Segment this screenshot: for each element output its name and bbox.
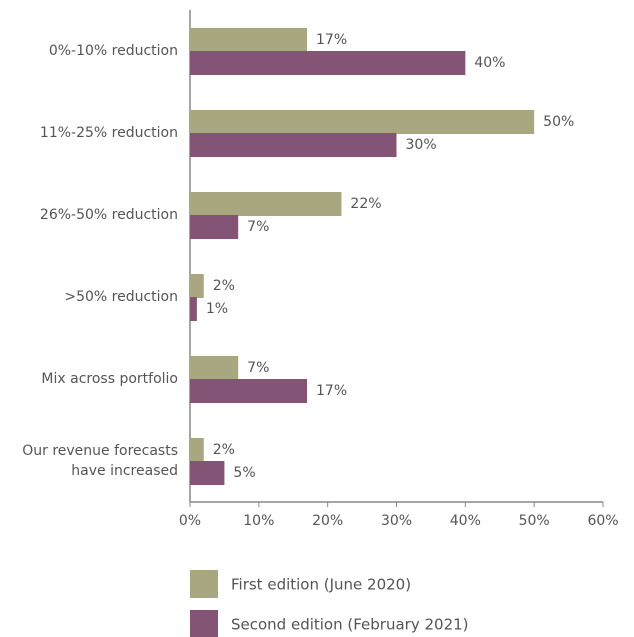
data-label: 1% bbox=[206, 301, 228, 317]
y-tick-label: >50% reduction bbox=[64, 289, 178, 305]
data-label: 2% bbox=[213, 442, 235, 458]
legend-swatch bbox=[190, 570, 218, 598]
legend-swatch bbox=[190, 610, 218, 637]
bar bbox=[190, 192, 342, 216]
bar bbox=[190, 379, 308, 403]
x-tick-label: 30% bbox=[381, 513, 412, 529]
x-tick-label: 10% bbox=[243, 513, 274, 529]
bar bbox=[190, 438, 204, 462]
data-label: 50% bbox=[543, 114, 574, 130]
data-label: 40% bbox=[474, 55, 505, 71]
x-tick-label: 0% bbox=[179, 513, 201, 529]
data-label: 7% bbox=[247, 219, 269, 235]
data-label: 5% bbox=[233, 465, 255, 481]
y-tick-label: 26%-50% reduction bbox=[39, 207, 178, 223]
y-tick-label: Our revenue forecasts have increased bbox=[22, 443, 178, 479]
legend-label: Second edition (February 2021) bbox=[231, 616, 469, 634]
data-label: 2% bbox=[213, 278, 235, 294]
bar bbox=[190, 28, 308, 52]
bar bbox=[190, 356, 239, 380]
x-tick-label: 60% bbox=[587, 513, 618, 529]
bar bbox=[190, 133, 397, 157]
bar bbox=[190, 215, 239, 239]
x-tick-label: 50% bbox=[519, 513, 550, 529]
bar bbox=[190, 51, 466, 75]
y-tick-label: Mix across portfolio bbox=[41, 371, 178, 387]
legend-label: First edition (June 2020) bbox=[231, 576, 411, 594]
data-label: 30% bbox=[406, 137, 437, 153]
x-tick-label: 40% bbox=[450, 513, 481, 529]
data-label: 22% bbox=[350, 196, 381, 212]
data-label: 17% bbox=[316, 383, 347, 399]
bar bbox=[190, 461, 225, 485]
x-tick-label: 20% bbox=[312, 513, 343, 529]
y-tick-label: 0%-10% reduction bbox=[48, 43, 178, 59]
bar bbox=[190, 274, 204, 298]
data-label: 17% bbox=[316, 32, 347, 48]
bar bbox=[190, 297, 197, 321]
bar bbox=[190, 110, 535, 134]
y-tick-label: 11%-25% reduction bbox=[39, 125, 178, 141]
data-label: 7% bbox=[247, 360, 269, 376]
